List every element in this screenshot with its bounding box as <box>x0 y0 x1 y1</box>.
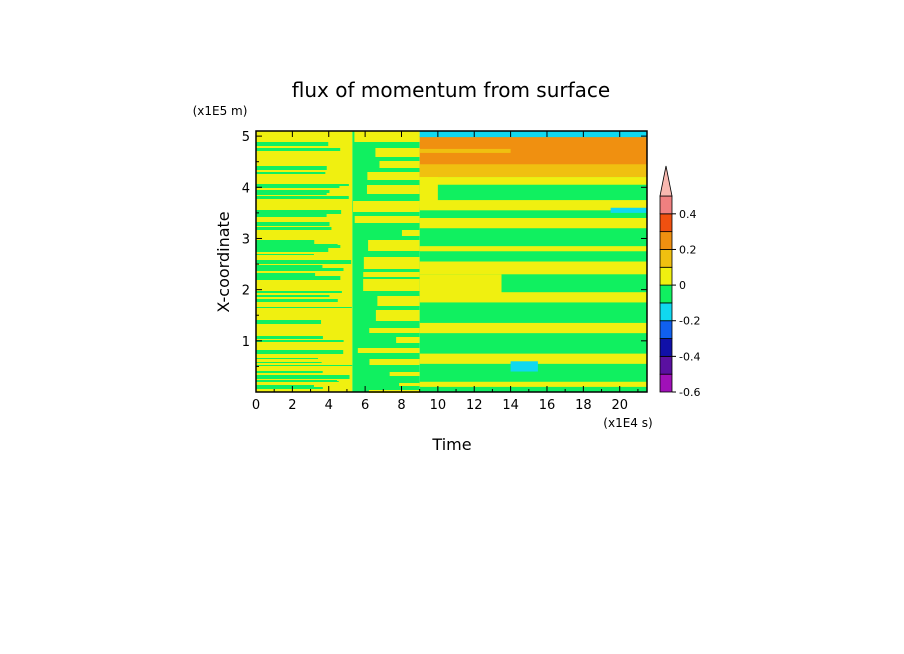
contour-region-4 <box>419 177 647 392</box>
contour-region-6 <box>610 207 647 213</box>
contour-region-2 <box>419 136 647 178</box>
x-unit-label: (x1E4 s) <box>603 416 652 430</box>
x-tick-label: 6 <box>361 398 369 413</box>
y-tick-label: 4 <box>242 181 250 196</box>
y-tick-label: 1 <box>242 335 250 350</box>
x-axis: 0 2 4 6 8 10 12 14 16 18 20 <box>252 131 639 413</box>
colorbar-swatch <box>659 266 673 286</box>
colorbar-swatch <box>659 195 673 215</box>
colorbar-tick-label: 0 <box>679 279 686 292</box>
x-axis-label: Time <box>431 435 471 454</box>
contour-region-5 <box>510 361 538 372</box>
x-tick-label: 14 <box>502 398 519 413</box>
x-tick-label: 10 <box>430 398 447 413</box>
x-tick-label: 8 <box>397 398 405 413</box>
y-tick-label: 2 <box>242 284 250 299</box>
colorbar-extend-arrow <box>659 165 673 197</box>
contour-region-1 <box>352 131 420 393</box>
colorbar-tick-label: 0.4 <box>679 208 697 221</box>
contour-region-0 <box>256 131 353 392</box>
colorbar-swatch <box>659 249 673 268</box>
colorbar-swatch <box>659 302 673 322</box>
y-tick-label: 3 <box>242 232 250 247</box>
colorbar-swatch <box>659 284 673 304</box>
y-axis: 1 2 3 4 5 <box>242 130 647 367</box>
colorbar-tick-label: -0.2 <box>679 315 700 328</box>
colorbar-tick-label: -0.6 <box>679 386 700 399</box>
y-axis-label: X-coordinate <box>214 211 233 312</box>
colorbar-swatch <box>659 355 673 375</box>
x-tick-label: 16 <box>539 398 556 413</box>
x-tick-label: 2 <box>288 398 296 413</box>
x-tick-label: 4 <box>325 398 333 413</box>
plot-area <box>255 130 648 393</box>
contour-region-3 <box>419 131 647 138</box>
x-tick-label: 0 <box>252 398 260 413</box>
x-tick-label: 20 <box>611 398 628 413</box>
y-unit-label: (x1E5 m) <box>193 104 248 118</box>
plot-frame <box>255 130 648 393</box>
x-tick-label: 18 <box>575 398 592 413</box>
chart-title: flux of momentum from surface <box>292 78 610 102</box>
colorbar: -0.6 -0.4 -0.2 0 0.2 0.4 <box>659 165 700 399</box>
colorbar-swatch <box>659 320 673 339</box>
colorbar-swatch <box>659 213 673 233</box>
colorbar-swatch <box>659 231 673 250</box>
colorbar-swatch <box>659 373 673 393</box>
colorbar-tick-label: 0.2 <box>679 243 697 256</box>
colorbar-swatch <box>659 338 673 357</box>
x-tick-label: 12 <box>466 398 483 413</box>
colorbar-tick-label: -0.4 <box>679 350 700 363</box>
y-tick-label: 5 <box>242 130 250 145</box>
